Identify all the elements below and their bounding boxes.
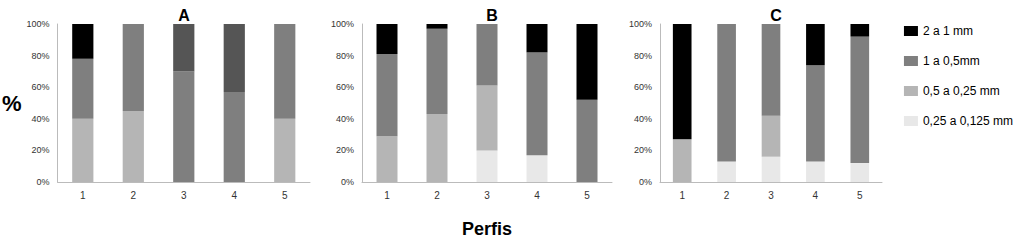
- svg-text:B: B: [486, 7, 498, 24]
- svg-text:0%: 0%: [639, 177, 652, 187]
- svg-text:0,5 a 0,25 mm: 0,5 a 0,25 mm: [923, 84, 1000, 98]
- svg-text:20%: 20%: [634, 145, 652, 155]
- svg-text:A: A: [178, 7, 190, 24]
- svg-text:4: 4: [231, 190, 237, 201]
- svg-text:100%: 100%: [331, 19, 354, 29]
- svg-text:5: 5: [584, 190, 590, 201]
- svg-text:2: 2: [131, 190, 137, 201]
- svg-text:2 a 1 mm: 2 a 1 mm: [923, 24, 973, 38]
- svg-text:Perfis: Perfis: [462, 219, 512, 239]
- svg-text:1: 1: [80, 190, 86, 201]
- svg-text:5: 5: [282, 190, 288, 201]
- svg-text:0%: 0%: [341, 177, 354, 187]
- svg-text:40%: 40%: [634, 114, 652, 124]
- svg-text:3: 3: [181, 190, 187, 201]
- svg-text:60%: 60%: [32, 82, 50, 92]
- svg-text:80%: 80%: [634, 51, 652, 61]
- svg-text:20%: 20%: [32, 145, 50, 155]
- svg-text:4: 4: [813, 190, 819, 201]
- svg-text:60%: 60%: [634, 82, 652, 92]
- svg-text:1 a 0,5mm: 1 a 0,5mm: [923, 54, 980, 68]
- svg-text:1: 1: [679, 190, 685, 201]
- svg-text:4: 4: [534, 190, 540, 201]
- svg-text:80%: 80%: [32, 51, 50, 61]
- svg-text:%: %: [2, 91, 22, 116]
- svg-text:100%: 100%: [27, 19, 50, 29]
- svg-text:60%: 60%: [336, 82, 354, 92]
- svg-text:20%: 20%: [336, 145, 354, 155]
- svg-text:40%: 40%: [336, 114, 354, 124]
- svg-text:2: 2: [724, 190, 730, 201]
- svg-text:2: 2: [434, 190, 440, 201]
- svg-text:0,25 a 0,125 mm: 0,25 a 0,125 mm: [923, 114, 1013, 128]
- svg-text:80%: 80%: [336, 51, 354, 61]
- svg-text:0%: 0%: [37, 177, 50, 187]
- svg-text:3: 3: [768, 190, 774, 201]
- svg-text:5: 5: [857, 190, 863, 201]
- svg-text:3: 3: [484, 190, 490, 201]
- svg-text:1: 1: [384, 190, 390, 201]
- svg-text:40%: 40%: [32, 114, 50, 124]
- svg-text:C: C: [770, 7, 782, 24]
- svg-text:100%: 100%: [629, 19, 652, 29]
